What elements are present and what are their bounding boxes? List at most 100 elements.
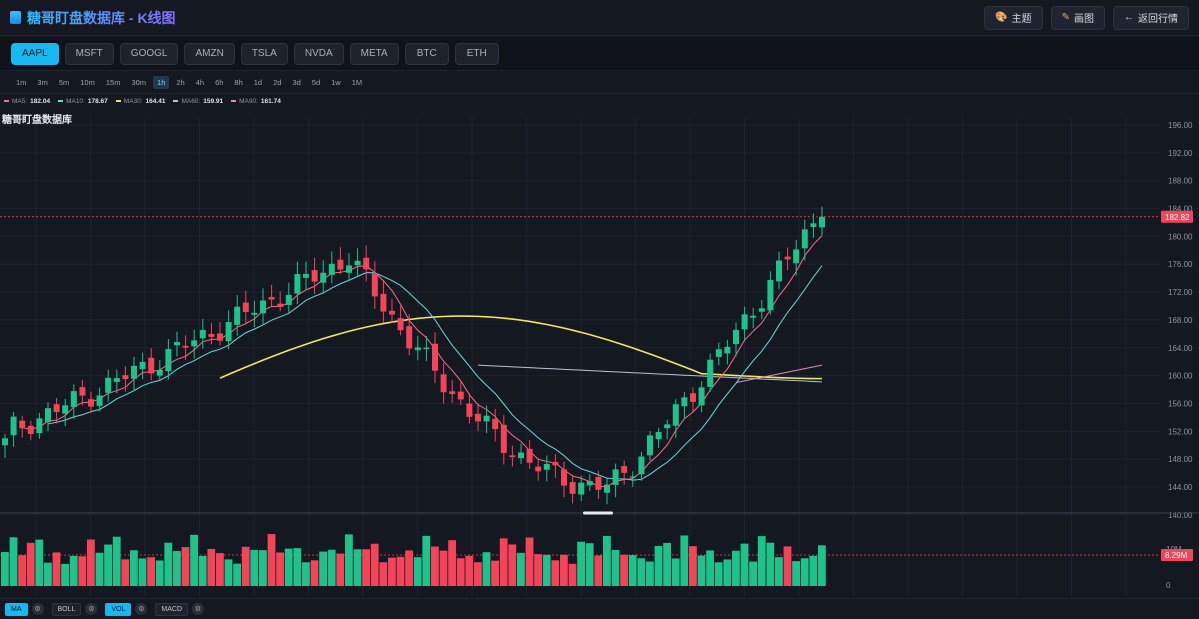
symbol-tab-eth[interactable]: ETH (454, 42, 499, 65)
symbol-tab-amzn[interactable]: AMZN (184, 42, 235, 65)
volume-bar[interactable] (112, 536, 121, 586)
indicator-vol-button[interactable]: VOL (105, 602, 132, 616)
candle-body[interactable] (629, 476, 636, 478)
indicator-ma-button[interactable]: MA (5, 602, 28, 616)
candle-body[interactable] (53, 404, 60, 413)
volume-bar[interactable] (173, 550, 181, 586)
volume-bar[interactable] (216, 553, 224, 586)
volume-bar[interactable] (284, 548, 293, 586)
volume-bar[interactable] (69, 555, 78, 586)
volume-bar[interactable] (155, 560, 164, 586)
candle-body[interactable] (810, 223, 817, 228)
volume-bar[interactable] (250, 549, 259, 586)
candle-body[interactable] (10, 416, 17, 436)
volume-bar[interactable] (534, 554, 542, 586)
candle-body[interactable] (251, 312, 258, 315)
candle-body[interactable] (294, 274, 301, 294)
volume-bar[interactable] (319, 551, 327, 586)
candle-body[interactable] (346, 265, 352, 273)
volume-bar[interactable] (396, 556, 405, 586)
candle-body[interactable] (707, 359, 714, 387)
volume-bar[interactable] (388, 557, 396, 586)
candle-body[interactable] (303, 273, 309, 278)
interval-tab-1d[interactable]: 1d (253, 78, 263, 87)
volume-bar[interactable] (456, 558, 465, 586)
candle-body[interactable] (578, 482, 585, 495)
volume-bar[interactable] (800, 558, 809, 586)
volume-bar[interactable] (792, 561, 800, 586)
volume-bar[interactable] (233, 563, 241, 586)
volume-bar[interactable] (276, 552, 284, 586)
candle-body[interactable] (552, 462, 559, 466)
candle-body[interactable] (105, 377, 112, 393)
volume-bar[interactable] (198, 555, 207, 586)
volume-bar[interactable] (26, 542, 35, 586)
candle-body[interactable] (363, 257, 370, 270)
volume-bar[interactable] (164, 542, 173, 586)
candle-body[interactable] (492, 418, 499, 430)
gear-icon[interactable]: ⚙ (192, 603, 205, 615)
symbol-tab-btc[interactable]: BTC (404, 42, 449, 65)
candle-body[interactable] (199, 329, 206, 339)
volume-bar[interactable] (577, 541, 585, 586)
symbol-tab-meta[interactable]: META (349, 42, 399, 65)
candle-body[interactable] (191, 340, 198, 347)
volume-bar[interactable] (671, 558, 680, 586)
candle-body[interactable] (389, 310, 395, 315)
candle-body[interactable] (457, 391, 464, 400)
candle-body[interactable] (733, 329, 739, 345)
volume-bar[interactable] (654, 546, 663, 586)
volume-bar[interactable] (413, 557, 422, 586)
interval-tab-30m[interactable]: 30m (131, 78, 147, 87)
candle-body[interactable] (724, 346, 731, 354)
volume-bar[interactable] (594, 555, 603, 586)
volume-bar[interactable] (241, 546, 250, 586)
candle-body[interactable] (784, 256, 791, 260)
candle-body[interactable] (535, 466, 542, 472)
volume-bar[interactable] (775, 557, 783, 586)
candle-body[interactable] (156, 369, 163, 376)
volume-bar[interactable] (783, 546, 792, 586)
volume-bar[interactable] (628, 555, 637, 586)
candle-body[interactable] (621, 466, 628, 473)
candle-body[interactable] (277, 303, 284, 307)
volume-bar[interactable] (439, 550, 448, 586)
candle-body[interactable] (638, 456, 645, 475)
interval-tab-15m[interactable]: 15m (105, 78, 121, 87)
candle-body[interactable] (690, 393, 696, 402)
back-button[interactable]: ← 返回行情 (1113, 5, 1189, 30)
candle-body[interactable] (758, 308, 765, 312)
interval-tab-1m[interactable]: 1m (16, 78, 27, 87)
candle-body[interactable] (165, 349, 172, 372)
volume-bar[interactable] (35, 539, 44, 586)
volume-bar[interactable] (405, 550, 413, 586)
volume-bar[interactable] (259, 550, 267, 586)
candle-body[interactable] (2, 438, 8, 446)
volume-bar[interactable] (293, 548, 302, 586)
candle-body[interactable] (518, 452, 524, 459)
gear-icon[interactable]: ⚙ (31, 603, 44, 615)
draw-button[interactable]: ✎ 画图 (1050, 5, 1105, 30)
volume-bar[interactable] (646, 561, 654, 586)
candle-body[interactable] (612, 469, 619, 485)
candle-body[interactable] (234, 306, 241, 325)
volume-bar[interactable] (585, 543, 594, 586)
candle-body[interactable] (337, 259, 344, 270)
candle-body[interactable] (36, 418, 43, 434)
candle-body[interactable] (793, 249, 800, 264)
volume-bar[interactable] (190, 534, 198, 586)
candle-body[interactable] (45, 408, 51, 423)
interval-tab-3m[interactable]: 3m (37, 78, 48, 87)
candle-body[interactable] (543, 463, 550, 470)
volume-bar[interactable] (491, 560, 499, 586)
volume-bar[interactable] (560, 554, 568, 586)
candle-body[interactable] (475, 413, 481, 422)
candle-body[interactable] (260, 300, 266, 314)
volume-bar[interactable] (44, 562, 52, 586)
volume-bar[interactable] (637, 558, 646, 586)
volume-bar[interactable] (517, 552, 525, 586)
volume-bar[interactable] (87, 539, 95, 586)
candle-body[interactable] (526, 448, 533, 463)
volume-bar[interactable] (611, 549, 620, 586)
candle-body[interactable] (604, 484, 610, 493)
